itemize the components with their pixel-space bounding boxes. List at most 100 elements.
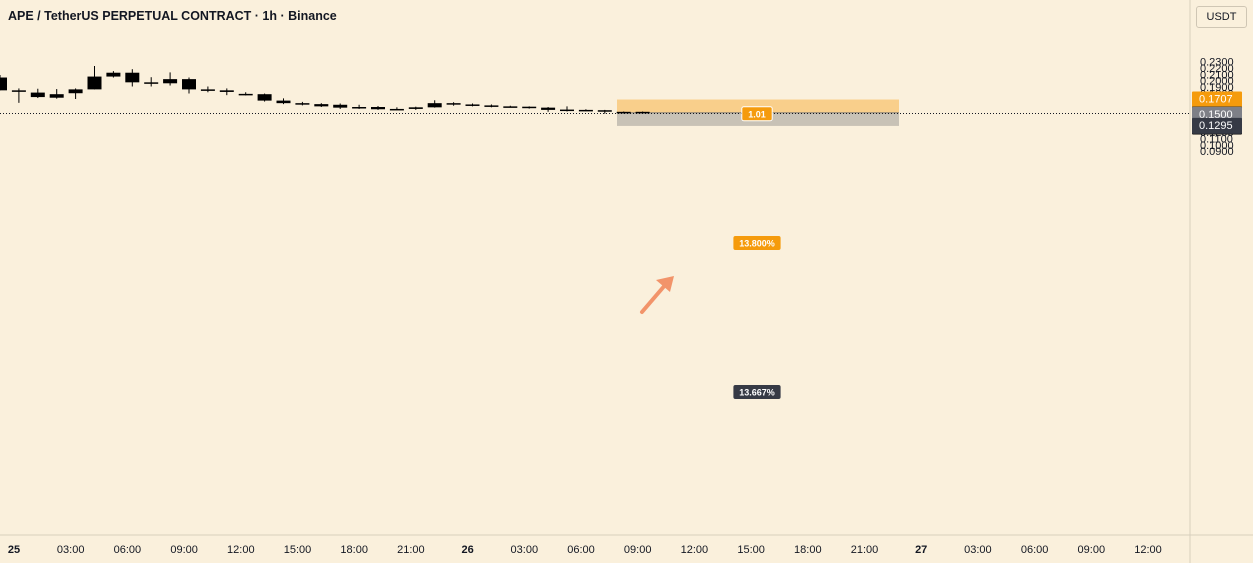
target-price-tag: 0.1707 [1192, 91, 1242, 108]
candle [484, 104, 499, 108]
time-tick-label: 06:00 [1021, 544, 1049, 556]
candle-body [314, 104, 329, 107]
time-tick-label: 09:00 [1078, 544, 1106, 556]
candle [200, 86, 215, 93]
time-tick-label: 12:00 [681, 544, 709, 556]
candle-body [352, 107, 367, 109]
stop-price-tag-text: 0.1295 [1199, 120, 1233, 132]
candle-body [144, 82, 159, 84]
candle [144, 77, 159, 87]
target-percent-badge: 13.800% [733, 236, 781, 250]
candle [87, 65, 102, 90]
candle-body [541, 107, 556, 110]
time-tick-label: 03:00 [57, 544, 85, 556]
price-tick-label: 0.2000 [1200, 76, 1234, 88]
direction-arrow [640, 276, 674, 314]
candle [427, 100, 442, 108]
candle-body [200, 89, 215, 91]
candle [446, 102, 461, 106]
target-zone[interactable] [617, 99, 899, 113]
candle-body [276, 100, 291, 104]
candle-body [125, 72, 140, 83]
time-tick-label: 03:00 [964, 544, 992, 556]
risk-reward-badge-bg [741, 106, 773, 122]
stop-percent-badge-text: 13.667% [739, 388, 775, 398]
candle [0, 74, 7, 91]
price-tick-label: 0.2300 [1200, 57, 1234, 69]
time-tick-label: 27 [915, 544, 927, 556]
time-tick-label: 06:00 [567, 544, 595, 556]
candle-body [616, 111, 631, 114]
candle [465, 103, 480, 107]
time-tick-label: 26 [461, 544, 473, 556]
candle [68, 88, 83, 99]
candle-body [238, 93, 253, 96]
time-tick-label: 12:00 [1134, 544, 1162, 556]
candle-body [446, 103, 461, 105]
candle [125, 69, 140, 87]
candle-body [257, 94, 272, 101]
target-price-tag-text: 0.1707 [1199, 94, 1233, 106]
stop-price-tag: 0.1295 [1192, 117, 1242, 134]
entry-price-tag-text: 0.1500 [1199, 109, 1233, 121]
candle-body [68, 89, 83, 94]
candle-body [578, 109, 593, 112]
candle [163, 72, 178, 86]
time-tick-label: 15:00 [284, 544, 312, 556]
stop-percent-badge-bg [733, 385, 781, 399]
candle-body [597, 110, 612, 112]
candle [257, 93, 272, 102]
candle-body [219, 90, 234, 92]
time-tick-label: 12:00 [227, 544, 255, 556]
candle-body [503, 106, 518, 108]
candle [11, 88, 26, 103]
symbol-title: APE / TetherUS PERPETUAL CONTRACT · 1h ·… [8, 9, 337, 23]
price-tick-label: 0.1100 [1200, 133, 1233, 145]
candle [371, 106, 385, 110]
candle-body [295, 103, 310, 105]
candle-body [465, 104, 480, 106]
time-tick-label: 25 [8, 544, 20, 556]
candle [314, 103, 329, 108]
time-tick-label: 21:00 [397, 544, 425, 556]
candle-body [333, 104, 348, 108]
price-tick-label: 0.2200 [1200, 63, 1234, 75]
candle [597, 109, 612, 114]
candle [389, 107, 404, 111]
candle-body [560, 109, 574, 112]
candle [635, 111, 650, 114]
risk-reward-badge-text: 1.01 [748, 109, 766, 119]
candle [578, 109, 593, 112]
candle-body [106, 72, 121, 77]
target-price-tag-bg [1192, 91, 1242, 108]
price-tick-label: 0.2100 [1200, 69, 1234, 81]
target-percent-badge-bg [733, 236, 781, 250]
time-tick-label: 15:00 [737, 544, 765, 556]
time-tick-label: 09:00 [624, 544, 652, 556]
candle [503, 105, 518, 108]
time-tick-label: 21:00 [851, 544, 879, 556]
time-tick-label: 06:00 [114, 544, 142, 556]
candle [238, 92, 253, 96]
candle-body [389, 108, 404, 111]
price-tick-label: 0.1000 [1200, 140, 1234, 152]
candle-body [182, 79, 196, 90]
candle-body [408, 107, 423, 109]
price-tick-label: 0.0900 [1200, 146, 1234, 158]
currency-button[interactable]: USDT [1196, 6, 1247, 28]
candle-body [427, 103, 442, 108]
arrow-shaft [640, 282, 668, 314]
candle [408, 106, 423, 110]
candle [30, 88, 45, 99]
candle-body [635, 111, 650, 114]
candle [333, 103, 348, 109]
candle-body [484, 105, 499, 107]
candle-body [0, 77, 7, 91]
stop-price-tag-bg [1192, 117, 1242, 134]
candle [541, 107, 556, 112]
time-tick-label: 18:00 [340, 544, 368, 556]
candle-body [163, 79, 178, 84]
candle-body [11, 90, 26, 92]
candle [106, 71, 121, 78]
